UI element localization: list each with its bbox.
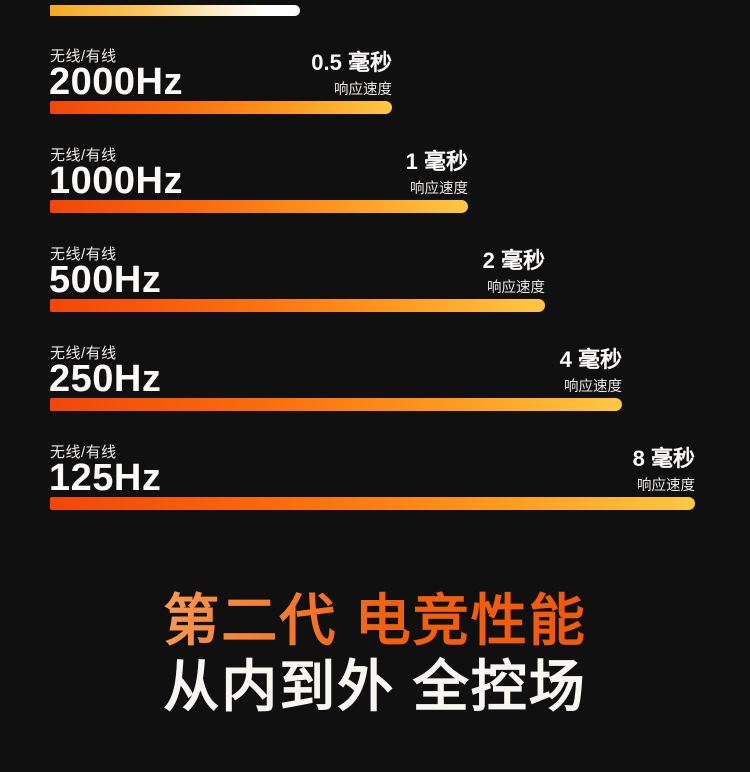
latency-caption: 响应速度 <box>564 379 622 396</box>
connection-label: 无线/有线 <box>50 444 117 461</box>
chart-row: 无线/有线 1000Hz 1 毫秒 响应速度 <box>0 139 750 238</box>
latency-value: 1 毫秒 <box>405 149 468 174</box>
latency-caption: 响应速度 <box>410 181 468 198</box>
top-gradient-bar <box>50 5 300 16</box>
gradient-bar <box>50 398 622 411</box>
latency-caption: 响应速度 <box>487 280 545 297</box>
connection-label: 无线/有线 <box>50 246 117 263</box>
gradient-bar <box>50 200 468 213</box>
headline: 第二代 电竞性能 从内到外 全控场 <box>0 588 750 719</box>
polling-rate-value: 1000Hz <box>49 160 183 202</box>
latency-caption: 响应速度 <box>637 478 695 495</box>
latency-block: 1 毫秒 响应速度 <box>50 149 468 198</box>
latency-block: 8 毫秒 响应速度 <box>50 446 695 495</box>
latency-value: 2 毫秒 <box>482 248 545 273</box>
polling-rate-chart: 无线/有线 2000Hz 0.5 毫秒 响应速度 无线/有线 1000Hz 1 … <box>0 40 750 535</box>
gradient-bar <box>50 101 392 114</box>
latency-block: 0.5 毫秒 响应速度 <box>50 50 392 99</box>
headline-line2: 从内到外 全控场 <box>163 655 587 718</box>
headline-line1: 第二代 电竞性能 <box>0 588 750 654</box>
connection-label: 无线/有线 <box>50 345 117 362</box>
polling-rate-value: 250Hz <box>49 358 162 400</box>
latency-block: 4 毫秒 响应速度 <box>50 347 622 396</box>
polling-rate-value: 125Hz <box>49 457 162 499</box>
connection-label: 无线/有线 <box>50 147 117 164</box>
polling-rate-value: 500Hz <box>49 259 162 301</box>
chart-row: 无线/有线 125Hz 8 毫秒 响应速度 <box>0 436 750 535</box>
gradient-bar <box>50 299 545 312</box>
latency-value: 4 毫秒 <box>559 347 622 372</box>
polling-rate-value: 2000Hz <box>49 61 183 103</box>
chart-row: 无线/有线 500Hz 2 毫秒 响应速度 <box>0 238 750 337</box>
chart-row: 无线/有线 250Hz 4 毫秒 响应速度 <box>0 337 750 436</box>
latency-block: 2 毫秒 响应速度 <box>50 248 545 297</box>
connection-label: 无线/有线 <box>50 48 117 65</box>
gradient-bar <box>50 497 695 510</box>
chart-row: 无线/有线 2000Hz 0.5 毫秒 响应速度 <box>0 40 750 139</box>
latency-value: 8 毫秒 <box>632 446 695 471</box>
latency-caption: 响应速度 <box>334 82 392 99</box>
latency-value: 0.5 毫秒 <box>311 50 392 75</box>
